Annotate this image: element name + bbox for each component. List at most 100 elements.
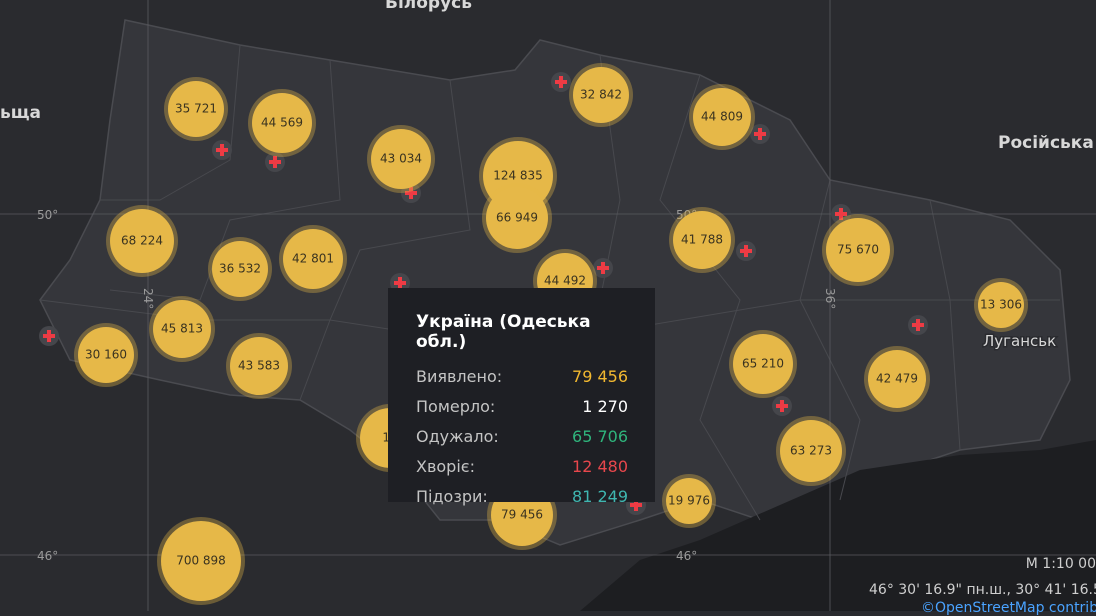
cluster-dot xyxy=(780,420,842,482)
cluster[interactable]: 42 479 xyxy=(864,346,930,412)
cluster[interactable]: 35 721 xyxy=(164,77,228,141)
tooltip-title: Україна (Одеська обл.) xyxy=(416,312,591,352)
cluster-label: 65 210 xyxy=(742,357,784,371)
cluster[interactable]: 63 273 xyxy=(776,416,846,486)
cluster-dot xyxy=(153,300,211,358)
sea xyxy=(580,440,1096,611)
cluster[interactable]: 32 842 xyxy=(569,63,633,127)
cluster-dot xyxy=(168,81,224,137)
row-value: 12 480 xyxy=(572,456,628,476)
cluster[interactable]: 700 898 xyxy=(157,517,245,605)
marker-cross xyxy=(597,262,609,274)
cluster[interactable]: 30 160 xyxy=(74,323,138,387)
cluster-dot xyxy=(673,211,731,269)
hospital-marker xyxy=(772,396,792,416)
cluster-dot xyxy=(486,187,548,249)
cluster[interactable]: 75 670 xyxy=(822,214,894,286)
cluster[interactable]: 36 532 xyxy=(208,237,272,301)
cluster-dot xyxy=(868,350,926,408)
cluster[interactable]: 68 224 xyxy=(106,205,178,277)
marker-cross xyxy=(43,330,55,342)
row-label: Хворіє: xyxy=(416,456,475,476)
cluster[interactable]: 66 949 xyxy=(482,183,552,253)
marker-cross xyxy=(740,245,752,257)
hospital-marker xyxy=(551,72,571,92)
tooltip-row: Хворіє: 12 480 xyxy=(416,451,628,481)
place-label: Білорусь xyxy=(385,0,472,13)
cluster[interactable]: 13 306 xyxy=(974,278,1028,332)
cluster-dot xyxy=(978,282,1024,328)
row-value: 65 706 xyxy=(572,426,628,446)
cluster[interactable]: 41 788 xyxy=(669,207,735,273)
cluster[interactable]: 43 034 xyxy=(367,125,435,193)
cluster-label: 43 034 xyxy=(380,152,422,166)
cluster[interactable]: 42 801 xyxy=(279,225,347,293)
attribution[interactable]: ©OpenStreetMap contrib xyxy=(921,600,1096,616)
cluster-label: 124 835 xyxy=(493,169,543,183)
cluster-label: 13 306 xyxy=(980,298,1022,312)
cluster-dot xyxy=(161,521,241,601)
cluster-label: 44 492 xyxy=(544,274,586,288)
hospital-marker xyxy=(265,152,285,172)
marker-cross xyxy=(754,128,766,140)
marker-cross xyxy=(776,400,788,412)
cluster-label: 63 273 xyxy=(790,444,832,458)
cluster-dot xyxy=(573,67,629,123)
hospital-marker xyxy=(736,241,756,261)
cluster-label: 45 813 xyxy=(161,322,203,336)
cluster-label: 700 898 xyxy=(176,554,226,568)
cluster-label: 68 224 xyxy=(121,234,163,248)
grid-label: 24° xyxy=(141,288,155,309)
row-label: Виявлено: xyxy=(416,367,503,387)
cluster-dot xyxy=(283,229,343,289)
clusters: 35 721 44 569 43 034 124 835 66 949 32 842 44 … xyxy=(74,63,1028,605)
hospital-marker xyxy=(908,315,928,335)
grid-label: 46° xyxy=(676,549,697,563)
row-label: Підозри: xyxy=(416,486,488,506)
place-label: Луганськ xyxy=(983,332,1056,350)
cluster-dot xyxy=(212,241,268,297)
cluster-label: 42 479 xyxy=(876,372,918,386)
cluster-label: 66 949 xyxy=(496,211,538,225)
cluster-label: 32 842 xyxy=(580,88,622,102)
cluster[interactable]: 44 809 xyxy=(689,84,755,150)
border xyxy=(109,59,341,301)
cluster-label: 36 532 xyxy=(219,262,261,276)
tooltip-row: Одужало: 65 706 xyxy=(416,422,628,452)
cluster-dot xyxy=(371,129,431,189)
cluster-label: 75 670 xyxy=(837,243,879,257)
scale: М 1:10 00 xyxy=(1025,556,1096,572)
cluster-dot xyxy=(252,93,312,153)
marker-cross xyxy=(835,208,847,220)
row-value: 81 249 xyxy=(572,486,628,506)
row-value: 79 456 xyxy=(572,367,628,387)
cluster-label: 44 809 xyxy=(701,110,743,124)
cluster-dot xyxy=(110,209,174,273)
cluster-label: 19 976 xyxy=(668,494,710,508)
cluster[interactable]: 45 813 xyxy=(149,296,215,362)
cluster-dot xyxy=(693,88,751,146)
cluster-dot xyxy=(230,337,288,395)
cluster-label: 30 160 xyxy=(85,348,127,362)
tooltip-row: Померло: 1 270 xyxy=(416,392,628,422)
border xyxy=(100,44,241,201)
cluster-label: 35 721 xyxy=(175,102,217,116)
cluster[interactable]: 65 210 xyxy=(729,330,797,398)
tooltip-rows: Виявлено: 79 456 Померло: 1 270 Одужало: 65 7… xyxy=(416,362,628,511)
hospital-marker xyxy=(750,124,770,144)
hospital-marker xyxy=(39,326,59,346)
cluster[interactable]: 19 976 xyxy=(662,474,716,528)
cluster-dot xyxy=(78,327,134,383)
cluster-dot xyxy=(733,334,793,394)
marker-cross xyxy=(216,144,228,156)
coordinates: 46° 30' 16.9" пн.ш., 30° 41' 16.5' xyxy=(869,582,1096,598)
row-label: Одужало: xyxy=(416,426,499,446)
cluster-dot xyxy=(826,218,890,282)
tooltip-row: Виявлено: 79 456 xyxy=(416,362,628,392)
cluster[interactable]: 44 569 xyxy=(248,89,316,157)
row-value: 1 270 xyxy=(582,397,628,417)
marker-cross xyxy=(912,319,924,331)
cluster[interactable]: 43 583 xyxy=(226,333,292,399)
